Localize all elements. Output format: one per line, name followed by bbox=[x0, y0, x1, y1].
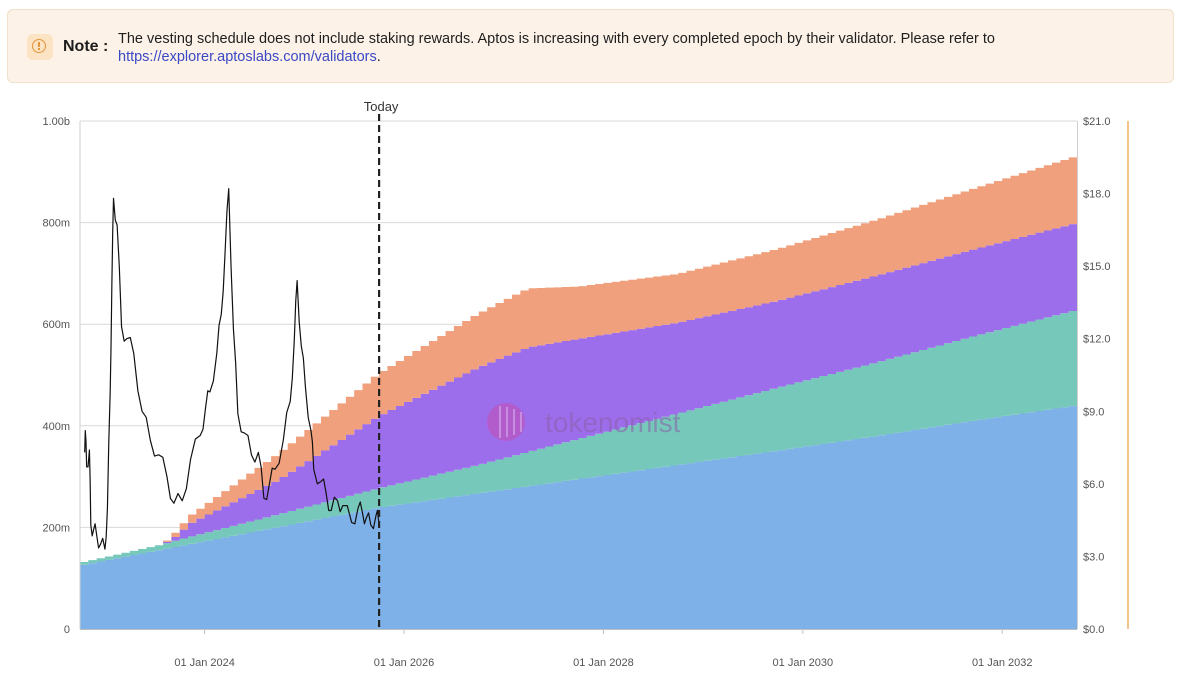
note-label: Note : bbox=[63, 38, 109, 55]
y-tick-label: 200m bbox=[42, 522, 70, 534]
tokenomist-watermark: tokenomist bbox=[487, 403, 681, 441]
note-message: The vesting schedule does not include st… bbox=[118, 31, 995, 47]
y2-tick-label: $15.0 bbox=[1083, 261, 1111, 273]
info-circle-icon bbox=[27, 34, 53, 60]
x-tick-label: 01 Jan 2032 bbox=[972, 657, 1033, 669]
x-tick-label: 01 Jan 2026 bbox=[374, 657, 435, 669]
y2-tick-label: $9.0 bbox=[1083, 406, 1104, 418]
y-tick-label: 0 bbox=[64, 624, 70, 636]
today-label: Today bbox=[364, 99, 399, 114]
y-tick-label: 400m bbox=[42, 421, 70, 433]
y-tick-label: 800m bbox=[42, 218, 70, 230]
x-tick-label: 01 Jan 2028 bbox=[573, 657, 634, 669]
allocation-series-area bbox=[80, 406, 1077, 629]
y2-tick-label: $21.0 bbox=[1083, 116, 1111, 128]
y2-tick-label: $6.0 bbox=[1083, 479, 1104, 491]
allocation-series-area bbox=[80, 224, 1077, 563]
y-tick-label: 600m bbox=[42, 319, 70, 331]
y2-tick-label: $3.0 bbox=[1083, 551, 1104, 563]
y2-tick-label: $0.0 bbox=[1083, 624, 1104, 636]
y2-tick-label: $12.0 bbox=[1083, 334, 1111, 346]
y2-tick-label: $18.0 bbox=[1083, 189, 1111, 201]
x-tick-label: 01 Jan 2024 bbox=[174, 657, 235, 669]
validators-link[interactable]: https://explorer.aptoslabs.com/validator… bbox=[118, 49, 377, 65]
vesting-chart: 0 200m 400m 600m 800m 1.00b $0.0 $3.0 $6.0 $9.0 $1… bbox=[42, 99, 1129, 669]
note-text: The vesting schedule does not include st… bbox=[118, 31, 995, 65]
watermark-text: tokenomist bbox=[545, 407, 681, 438]
y-tick-label: 1.00b bbox=[42, 116, 70, 128]
allocation-series-area bbox=[80, 157, 1077, 563]
x-tick-label: 01 Jan 2030 bbox=[773, 657, 834, 669]
stacked-areas bbox=[80, 157, 1077, 629]
note-banner: Note : The vesting schedule does not inc… bbox=[7, 9, 1174, 83]
price-line bbox=[84, 188, 380, 550]
